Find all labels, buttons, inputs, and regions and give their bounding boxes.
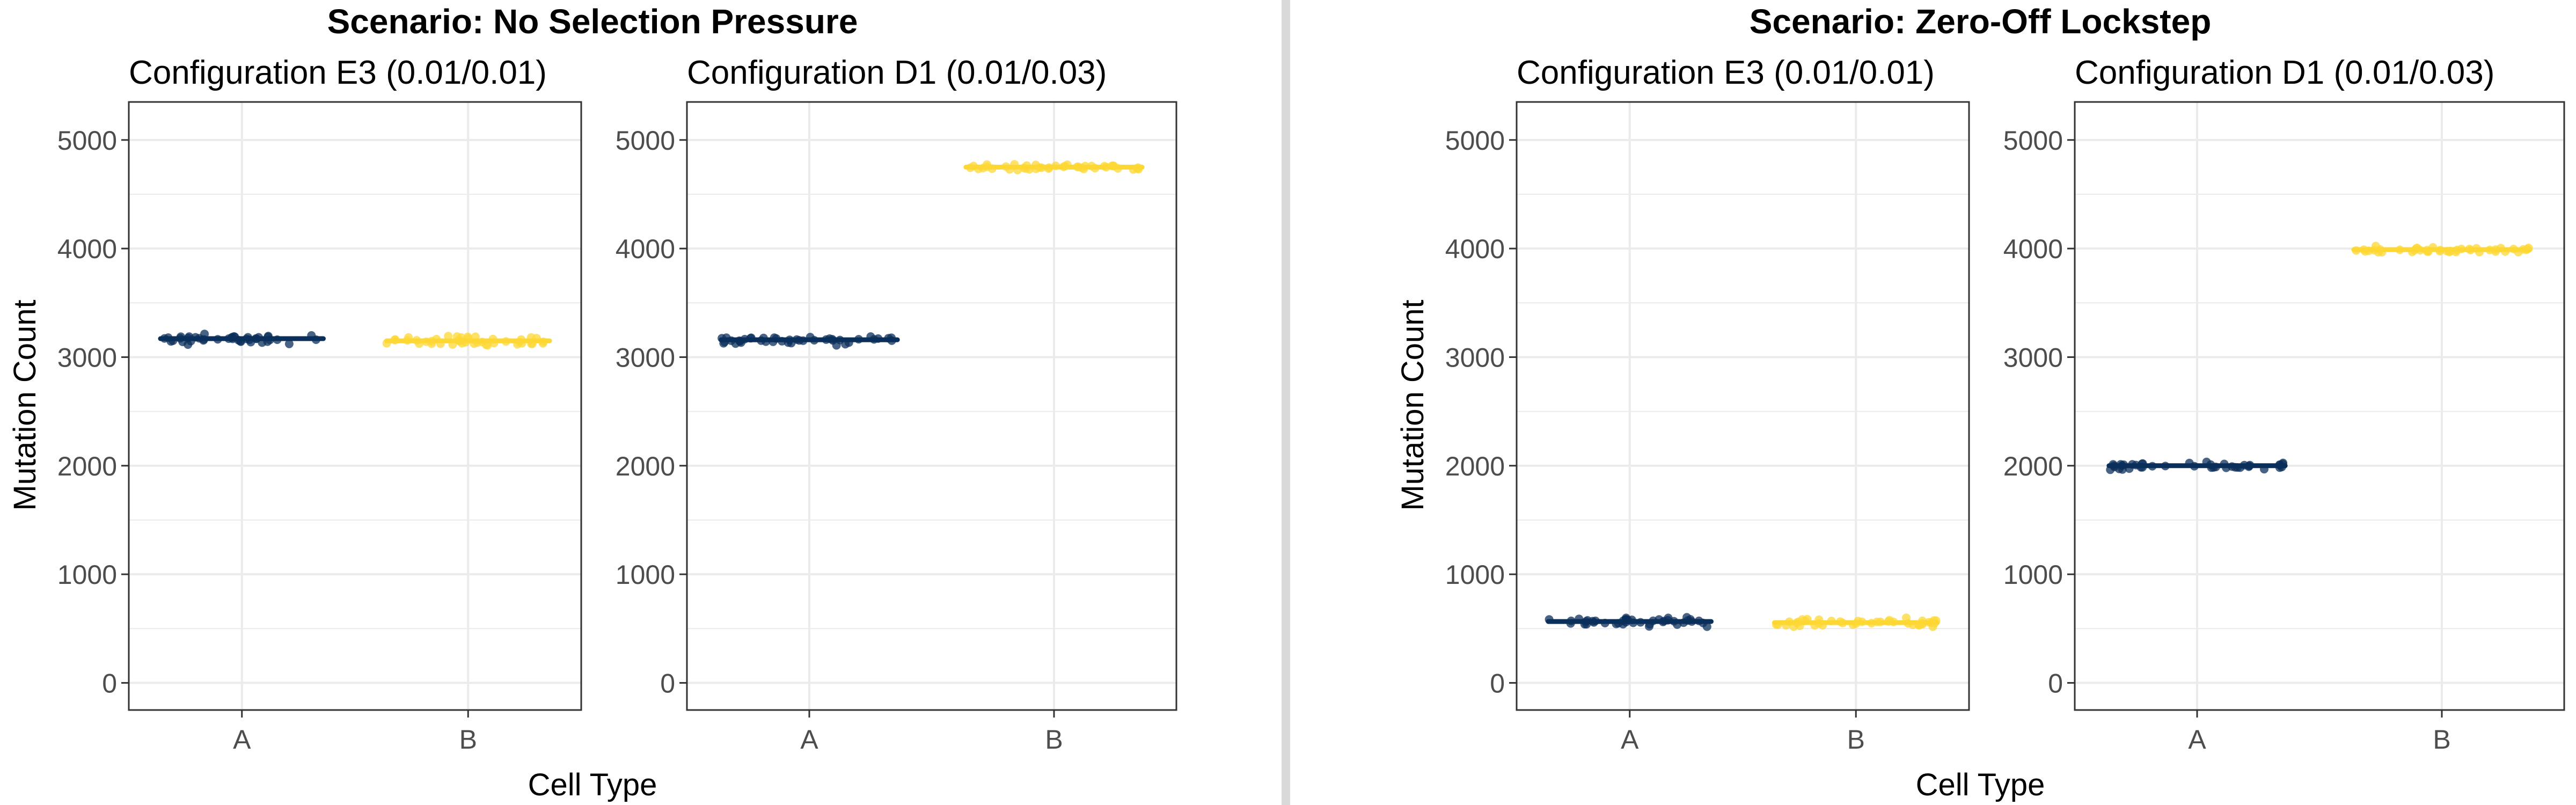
y-tick-label: 2000 xyxy=(2003,451,2063,481)
panel-border xyxy=(686,101,1177,711)
x-tick-label: B xyxy=(459,724,477,755)
x-tick-label: A xyxy=(1621,724,1639,755)
panel-title: Configuration D1 (0.01/0.03) xyxy=(687,54,1107,91)
facet-panel-3: Configuration E3 (0.01/0.01) 0 1000 2000 300… xyxy=(1445,54,1970,755)
x-tick-label: B xyxy=(2433,724,2450,755)
y-tick-label: 5000 xyxy=(2003,126,2063,156)
facet-panel-1: Configuration E3 (0.01/0.01) 0 1000 2000 300… xyxy=(57,54,582,755)
series-A xyxy=(2106,457,2288,474)
x-tick-label: B xyxy=(1045,724,1063,755)
y-tick-label: 0 xyxy=(102,668,117,698)
y-axis-title-left: Mutation Count xyxy=(8,299,42,510)
panel-title: Configuration E3 (0.01/0.01) xyxy=(1517,54,1935,91)
y-tick-label: 0 xyxy=(1490,668,1505,698)
y-tick-label: 3000 xyxy=(1445,342,1505,372)
data-point xyxy=(284,339,294,348)
y-tick-label: 4000 xyxy=(2003,234,2063,264)
y-tick-label: 2000 xyxy=(1445,451,1505,481)
scenario-title-left: Scenario: No Selection Pressure xyxy=(327,2,858,41)
x-tick-label: A xyxy=(2188,724,2206,755)
y-tick-label: 4000 xyxy=(616,234,675,264)
y-tick-label: 4000 xyxy=(57,234,117,264)
series-A xyxy=(158,330,326,349)
y-tick-label: 4000 xyxy=(1445,234,1505,264)
facet-panel-2: Configuration D1 (0.01/0.03) 0 1000 2000 300… xyxy=(616,54,1177,755)
y-tick-label: 3000 xyxy=(2003,342,2063,372)
series-B xyxy=(382,332,552,350)
series-B xyxy=(963,160,1145,174)
y-tick-label: 2000 xyxy=(616,451,675,481)
x-tick-label: B xyxy=(1847,724,1865,755)
y-tick-label: 5000 xyxy=(616,126,675,156)
panel-border xyxy=(128,101,582,711)
x-tick-label: A xyxy=(800,724,818,755)
panel-title: Configuration E3 (0.01/0.01) xyxy=(129,54,547,91)
y-tick-label: 1000 xyxy=(57,560,117,590)
panel-border xyxy=(1516,101,1970,711)
panel-title: Configuration D1 (0.01/0.03) xyxy=(2075,54,2494,91)
y-tick-label: 3000 xyxy=(57,342,117,372)
series-B xyxy=(1772,613,1941,631)
x-axis-title-right: Cell Type xyxy=(1916,767,2045,802)
y-tick-label: 3000 xyxy=(616,342,675,372)
x-tick-label: A xyxy=(233,724,251,755)
panel-border xyxy=(2074,101,2565,711)
y-tick-label: 0 xyxy=(660,668,675,698)
y-axis-title-right: Mutation Count xyxy=(1395,299,1430,510)
facet-panel-4: Configuration D1 (0.01/0.03) 0 1000 2000 300… xyxy=(2003,54,2565,755)
series-A xyxy=(1545,613,1714,631)
y-tick-label: 2000 xyxy=(57,451,117,481)
y-tick-label: 1000 xyxy=(616,560,675,590)
y-tick-label: 5000 xyxy=(57,126,117,156)
y-tick-label: 1000 xyxy=(2003,560,2063,590)
facet-panels: Configuration E3 (0.01/0.01) 0 1000 2000 300… xyxy=(57,54,2565,755)
x-axis-title-left: Cell Type xyxy=(528,767,657,802)
y-tick-label: 0 xyxy=(2048,668,2063,698)
y-tick-label: 1000 xyxy=(1445,560,1505,590)
scenario-divider xyxy=(1282,0,1290,805)
y-tick-label: 5000 xyxy=(1445,126,1505,156)
data-point xyxy=(444,332,453,341)
series-A xyxy=(718,332,900,350)
series-B xyxy=(2351,241,2533,257)
scenario-title-right: Scenario: Zero-Off Lockstep xyxy=(1750,2,2212,41)
